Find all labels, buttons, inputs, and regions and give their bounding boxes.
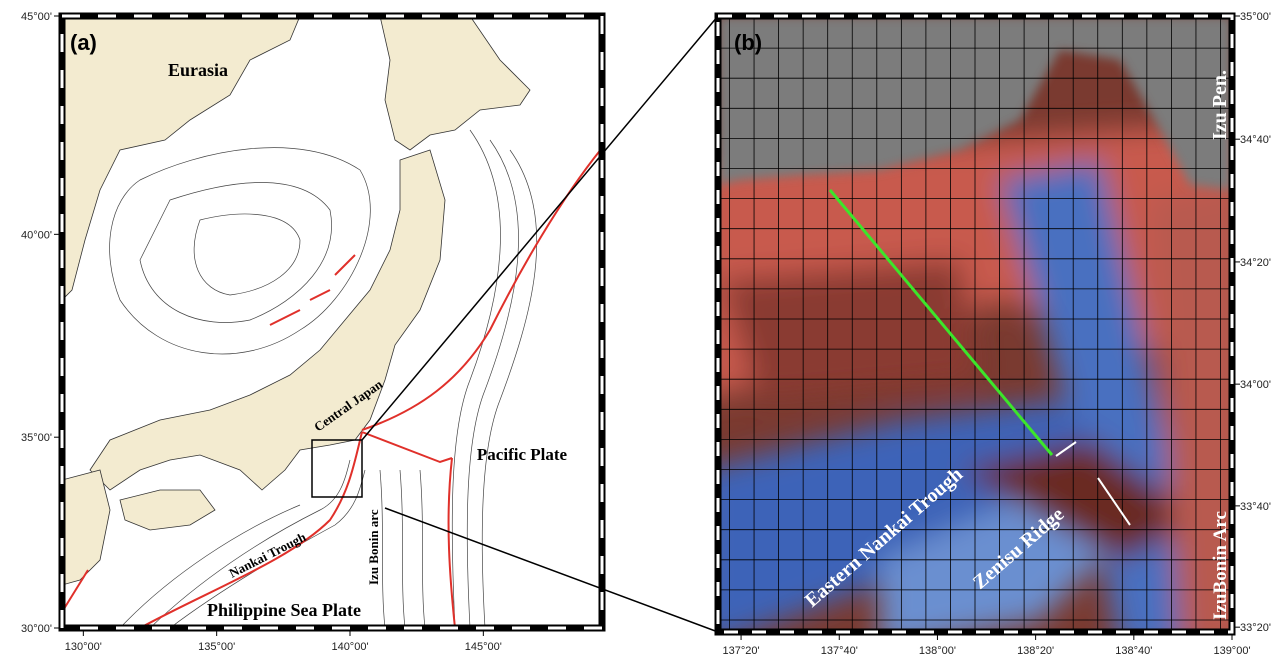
bathymetry-contours [109, 129, 538, 628]
ridge-marker [1097, 477, 1131, 526]
panel-b-map [718, 16, 1232, 632]
inset-box [311, 439, 363, 498]
x-tick-label: 138°20' [1017, 645, 1054, 657]
x-tick-label: 137°40' [821, 645, 858, 657]
x-tick-label: 130°00' [65, 641, 102, 653]
land [62, 16, 531, 586]
y-tick-label: 34°00' [1240, 379, 1271, 391]
y-tick-label: 34°40' [1240, 134, 1271, 146]
ridge-marker [1055, 441, 1077, 457]
y-tick-label: 45°00' [21, 11, 52, 23]
y-tick-label: 35°00' [21, 432, 52, 444]
annotation: IzuBonin Arc [1210, 511, 1231, 620]
x-tick-label: 138°00' [919, 645, 956, 657]
y-tick-label: 35°00' [1240, 11, 1271, 23]
annotation: Izu Pen. [1209, 70, 1231, 140]
connector [361, 15, 719, 441]
y-tick-label: 30°00' [21, 623, 52, 635]
annotation: Eurasia [168, 60, 228, 80]
frame-a-pattern [60, 14, 604, 630]
panel-a-map [62, 16, 602, 628]
x-tick-label: 145°00' [465, 641, 502, 653]
y-tick-label: 34°20' [1240, 257, 1271, 269]
panel-label: (b) [734, 30, 762, 55]
panel-label: (a) [70, 30, 97, 55]
x-tick-label: 135°00' [198, 641, 235, 653]
y-tick-label: 33°20' [1240, 622, 1271, 634]
survey-line [828, 189, 1054, 456]
coordinate-grid [718, 16, 1232, 632]
x-tick-label: 139°00' [1213, 645, 1250, 657]
frame-b-pattern [716, 14, 1234, 634]
x-tick-label: 138°40' [1115, 645, 1152, 657]
connector [384, 507, 719, 633]
annotation: Izu Bonin arc [366, 509, 381, 585]
x-tick-label: 137°20' [723, 645, 760, 657]
y-tick-label: 40°00' [21, 229, 52, 241]
annotation: Philippine Sea Plate [207, 600, 361, 620]
x-tick-label: 140°00' [331, 641, 368, 653]
y-tick-label: 33°40' [1240, 501, 1271, 513]
annotation: Pacific Plate [477, 445, 568, 464]
